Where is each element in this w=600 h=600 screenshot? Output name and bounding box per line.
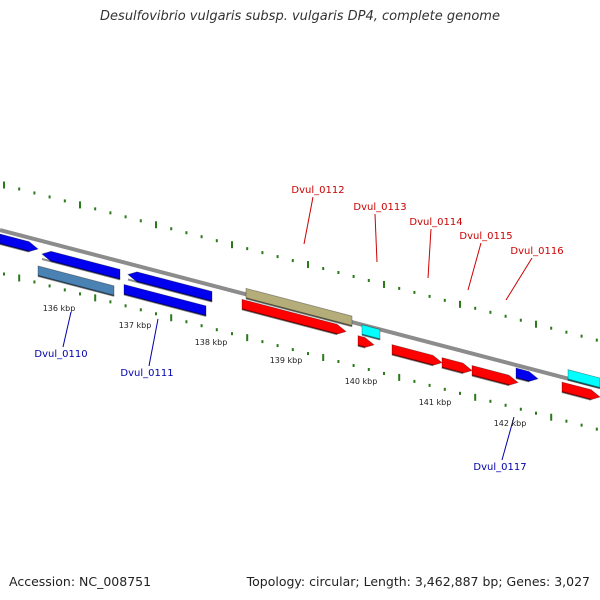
gene-arrow-dvul0112[interactable] xyxy=(241,298,347,336)
gene-label-dvul_0114[interactable]: Dvul_0114 xyxy=(409,217,462,228)
gene-label-dvul_0112[interactable]: Dvul_0112 xyxy=(291,185,344,196)
kbp-label: 137 kbp xyxy=(119,321,152,330)
gene-label-dvul_0117[interactable]: Dvul_0117 xyxy=(473,462,526,473)
gene-label-dvul_0110[interactable]: Dvul_0110 xyxy=(34,349,87,360)
gene-bar-cyan-right[interactable] xyxy=(567,369,600,389)
gene-arrow-dvul0117[interactable] xyxy=(515,367,539,383)
outer-tick-track xyxy=(3,181,598,342)
genome-summary: Topology: circular; Length: 3,462,887 bp… xyxy=(246,574,590,589)
kbp-label: 136 kbp xyxy=(43,304,76,313)
kbp-label: 141 kbp xyxy=(419,398,452,407)
gene-arrow-dvul0116[interactable] xyxy=(471,365,519,387)
gene-arrow-reverse-a[interactable] xyxy=(0,233,39,253)
gene-arrow-dvul0115[interactable] xyxy=(441,357,473,375)
kbp-label: 139 kbp xyxy=(270,356,303,365)
gene-label-dvul_0115[interactable]: Dvul_0115 xyxy=(459,231,512,242)
gene-features xyxy=(0,233,600,401)
kbp-label: 140 kbp xyxy=(345,377,378,386)
gene-arrow-dvul0113[interactable] xyxy=(357,335,375,349)
map-title: Desulfovibrio vulgaris subsp. vulgaris D… xyxy=(100,9,500,24)
gene-arrow-dvul0114[interactable] xyxy=(391,344,443,367)
gene-bar-dvul0113[interactable] xyxy=(361,324,381,341)
accession-text: Accession: NC_008751 xyxy=(9,574,152,589)
kbp-scale-labels: 136 kbp 137 kbp 138 kbp 139 kbp 140 kbp 141 k… xyxy=(43,304,527,428)
gene-label-dvul_0113[interactable]: Dvul_0113 xyxy=(353,202,406,213)
gene-arrow-dvul0111-upper[interactable] xyxy=(127,271,213,303)
kbp-label: 138 kbp xyxy=(195,338,228,347)
gene-bar-dvul0112[interactable] xyxy=(245,287,353,328)
gene-arrow-dvul0110-upper[interactable] xyxy=(41,250,121,281)
gene-label-dvul_0116[interactable]: Dvul_0116 xyxy=(510,246,563,257)
gene-bar-dvul0110[interactable] xyxy=(37,265,115,297)
kbp-label: 142 kbp xyxy=(494,419,527,428)
inner-tick-track xyxy=(3,272,598,431)
label-leader-lines xyxy=(62,196,533,461)
gene-label-dvul_0111[interactable]: Dvul_0111 xyxy=(120,368,173,379)
gene-arrow-red-right[interactable] xyxy=(561,381,600,401)
gene-bar-dvul0111[interactable] xyxy=(123,283,207,317)
